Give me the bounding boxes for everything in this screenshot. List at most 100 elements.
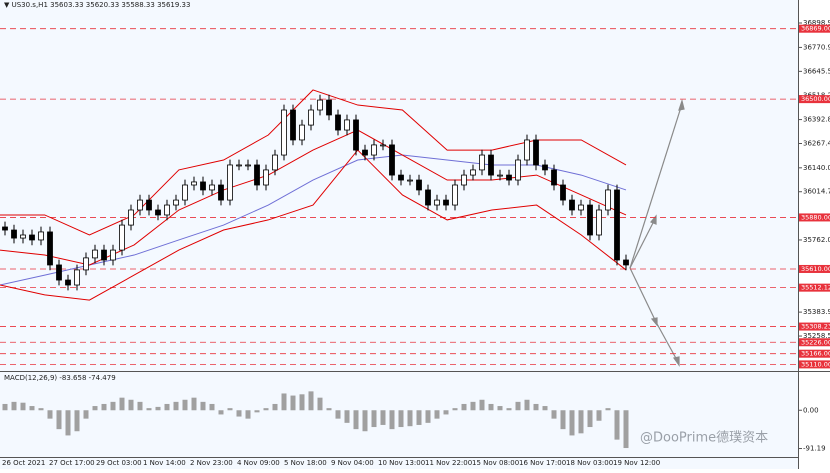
x-tick-label: 2 Nov 23:00 — [190, 459, 233, 467]
macd-bar — [506, 408, 512, 411]
candle-body — [515, 159, 521, 181]
macd-bar — [371, 410, 377, 428]
macd-bar — [218, 410, 224, 415]
candle-body — [254, 164, 260, 186]
macd-bar — [245, 410, 251, 419]
level-tag — [799, 338, 830, 347]
level-tag — [799, 264, 830, 273]
candle-body — [416, 179, 422, 191]
macd-bar — [38, 408, 44, 411]
candle-body — [425, 189, 431, 206]
macd-bar — [335, 410, 341, 419]
macd-bar — [623, 410, 629, 449]
macd-bar — [317, 397, 323, 411]
x-tick-label: 16 Nov 17:00 — [519, 459, 566, 467]
macd-tick-label: -91.19 — [803, 445, 826, 453]
header-value: 35620.33 — [86, 1, 119, 9]
x-tick-label: 18 Nov 03:00 — [566, 459, 613, 467]
candle-body — [344, 119, 350, 131]
x-tick-label: 5 Nov 18:00 — [284, 459, 327, 467]
macd-bar — [542, 406, 548, 411]
macd-bar — [380, 410, 386, 425]
macd-bar — [227, 408, 233, 411]
x-tick-label: 9 Nov 04:00 — [331, 459, 374, 467]
macd-bar — [74, 410, 80, 432]
candle-body — [398, 174, 404, 181]
candle-body — [164, 204, 170, 216]
level-label: 35512.12 — [801, 284, 830, 292]
x-tick-label: 29 Oct 03:00 — [96, 459, 142, 467]
candle-body — [236, 164, 242, 167]
candle-body — [578, 204, 584, 211]
candle-body — [200, 181, 206, 191]
header-value: 35619.33 — [157, 1, 190, 9]
candle-body — [371, 144, 377, 156]
macd-bar — [614, 410, 620, 440]
candle-body — [2, 226, 8, 231]
candle-body — [128, 209, 134, 226]
macd-bar — [578, 410, 584, 434]
macd-bar — [407, 410, 413, 427]
macd-bar — [137, 401, 143, 411]
macd-tick-label: 0.00 — [803, 406, 819, 414]
macd-bar — [92, 406, 98, 411]
projection-arrows — [629, 98, 685, 367]
candle-body — [497, 174, 503, 177]
watermark: @DooPrime德璞资本 — [640, 431, 768, 446]
level-label: 36500.00 — [801, 95, 830, 103]
x-tick-label: 10 Nov 13:00 — [378, 459, 425, 467]
candle-body — [551, 169, 557, 186]
candle-body — [56, 264, 62, 281]
candle-body — [290, 109, 296, 141]
candle-body — [623, 259, 629, 266]
candle-body — [110, 249, 116, 261]
macd-bar — [353, 410, 359, 430]
macd-bar — [596, 410, 602, 421]
candle-body — [488, 154, 494, 176]
candle-body — [470, 169, 476, 176]
macd-bar — [452, 408, 458, 411]
macd-bar — [272, 403, 278, 411]
candle-body — [74, 269, 80, 286]
candle-body — [272, 154, 278, 171]
macd-bar — [164, 403, 170, 411]
macd-bar — [524, 399, 530, 411]
macd-bar — [101, 403, 107, 411]
y-tick-label: 35258.50 — [803, 332, 830, 340]
candle-body — [587, 204, 593, 236]
macd-bar — [236, 410, 242, 417]
level-label: 35226.00 — [801, 338, 830, 346]
band-upper — [0, 89, 627, 236]
band-lower — [0, 149, 627, 301]
level-tag — [799, 213, 830, 222]
macd-bar — [173, 401, 179, 411]
macd-bar — [515, 401, 521, 411]
candle-body — [92, 249, 98, 259]
candle-body — [101, 249, 107, 261]
x-tick-label: 27 Oct 17:00 — [49, 459, 95, 467]
macd-bar — [326, 408, 332, 411]
candle-body — [434, 199, 440, 206]
macd-bar — [605, 408, 611, 411]
level-tag — [799, 322, 830, 331]
candle-body — [443, 199, 449, 206]
candle-body — [362, 149, 368, 156]
candle-body — [299, 124, 305, 141]
candle-body — [137, 199, 143, 211]
macd-bar — [209, 403, 215, 411]
macd-bar — [11, 401, 17, 411]
macd-bar — [488, 403, 494, 411]
candle-body — [524, 139, 530, 161]
candle-body — [119, 224, 125, 251]
candle-body — [533, 139, 539, 166]
macd-bar — [290, 395, 296, 411]
macd-bar — [497, 406, 503, 411]
candle-body — [614, 189, 620, 261]
macd-bar — [47, 410, 53, 419]
candle-body — [326, 99, 332, 116]
candle-body — [281, 109, 287, 156]
x-tick-label: 1 Nov 14:00 — [143, 459, 186, 467]
candle-body — [83, 257, 89, 271]
